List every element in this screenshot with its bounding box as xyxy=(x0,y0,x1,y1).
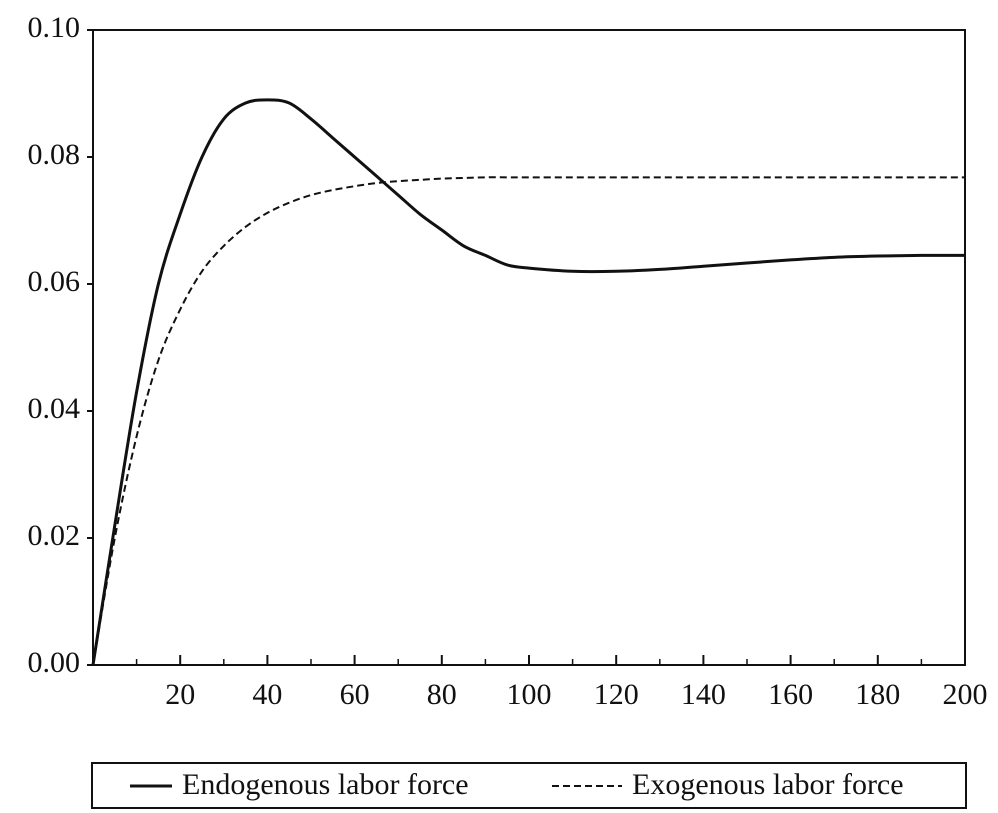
y-tick-label: 0.08 xyxy=(28,138,81,171)
y-tick-label: 0.02 xyxy=(28,519,81,552)
x-tick-label: 140 xyxy=(681,678,726,711)
x-tick-label: 80 xyxy=(427,678,457,711)
legend-box xyxy=(91,762,967,809)
series-line xyxy=(91,98,966,666)
x-tick-label: 180 xyxy=(855,678,900,711)
legend-label: Exogenous labor force xyxy=(632,768,904,801)
x-tick-label: 60 xyxy=(340,678,370,711)
y-tick-label: 0.06 xyxy=(28,265,81,298)
y-tick-label: 0.04 xyxy=(28,392,81,425)
x-tick-label: 120 xyxy=(594,678,639,711)
series-line xyxy=(92,176,965,666)
legend-label: Endogenous labor force xyxy=(182,768,469,801)
plot-frame xyxy=(92,29,966,666)
x-tick-label: 100 xyxy=(507,678,552,711)
y-tick-label: 0.00 xyxy=(28,646,81,679)
x-tick-label: 160 xyxy=(768,678,813,711)
x-tick-label: 20 xyxy=(165,678,195,711)
x-tick-label: 40 xyxy=(252,678,282,711)
y-tick-label: 0.10 xyxy=(28,11,81,44)
x-tick-label: 200 xyxy=(943,678,988,711)
